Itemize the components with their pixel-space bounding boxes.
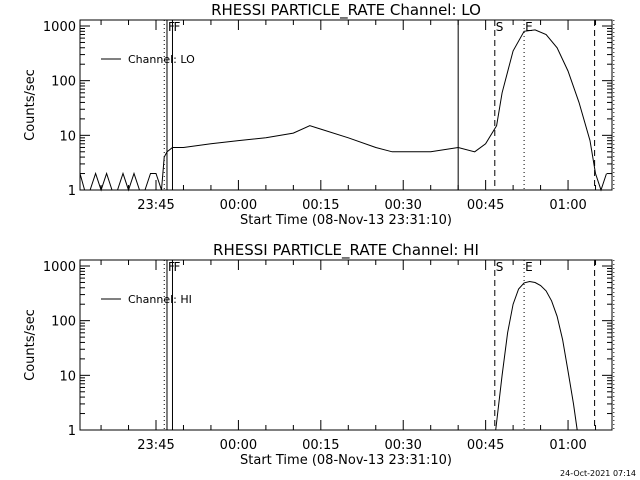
- event-marker-label: E: [525, 20, 533, 34]
- y-axis-label: Counts/sec: [23, 309, 38, 381]
- y-tick-label: 10: [59, 369, 76, 384]
- chart-panel-lo: RHESSI PARTICLE_RATE Channel: LO Start Ti…: [23, 1, 615, 228]
- x-axis-label: Start Time (08-Nov-13 23:31:10): [240, 453, 452, 468]
- x-axis-label: Start Time (08-Nov-13 23:31:10): [240, 213, 452, 228]
- x-tick-label: 00:00: [220, 198, 257, 213]
- legend-entry: Channel: HI: [128, 293, 192, 306]
- event-marker-label: F: [173, 260, 180, 274]
- chart-panel-hi: RHESSI PARTICLE_RATE Channel: HI Start Ti…: [23, 241, 615, 468]
- x-tick-label: 00:30: [384, 198, 421, 213]
- timestamp: 24-Oct-2021 07:14: [560, 469, 636, 478]
- plot-frame: [79, 259, 613, 431]
- y-tick-label: 1000: [43, 260, 76, 275]
- x-tick-label: 23:45: [137, 198, 174, 213]
- x-tick-label: 23:45: [137, 438, 174, 453]
- plot-frame: [79, 19, 613, 191]
- x-tick-label: 00:45: [467, 438, 504, 453]
- event-marker-label: S: [496, 20, 504, 34]
- y-axis-label: Counts/sec: [23, 69, 38, 141]
- x-tick-label: 00:00: [220, 438, 257, 453]
- y-tick-label: 1: [68, 424, 76, 439]
- y-tick-label: 100: [51, 315, 76, 330]
- x-tick-label: 01:00: [549, 198, 586, 213]
- y-tick-label: 1: [68, 184, 76, 199]
- chart-title: RHESSI PARTICLE_RATE Channel: HI: [213, 241, 479, 260]
- event-marker-label: F: [168, 20, 175, 34]
- x-tick-label: 00:15: [302, 438, 339, 453]
- series-line-hi: [495, 280, 578, 431]
- event-marker-label: F: [173, 20, 180, 34]
- series-line-lo: [79, 29, 607, 192]
- y-tick-label: 10: [59, 129, 76, 144]
- x-tick-label: 00:45: [467, 198, 504, 213]
- legend-entry: Channel: LO: [128, 53, 195, 66]
- y-tick-label: 100: [51, 75, 76, 90]
- event-marker-label: E: [525, 260, 533, 274]
- x-tick-label: 00:30: [384, 438, 421, 453]
- x-tick-label: 00:15: [302, 198, 339, 213]
- event-marker-label: S: [496, 260, 504, 274]
- chart-title: RHESSI PARTICLE_RATE Channel: LO: [211, 1, 481, 20]
- x-tick-label: 01:00: [549, 438, 586, 453]
- y-tick-label: 1000: [43, 20, 76, 35]
- event-marker-label: F: [168, 260, 175, 274]
